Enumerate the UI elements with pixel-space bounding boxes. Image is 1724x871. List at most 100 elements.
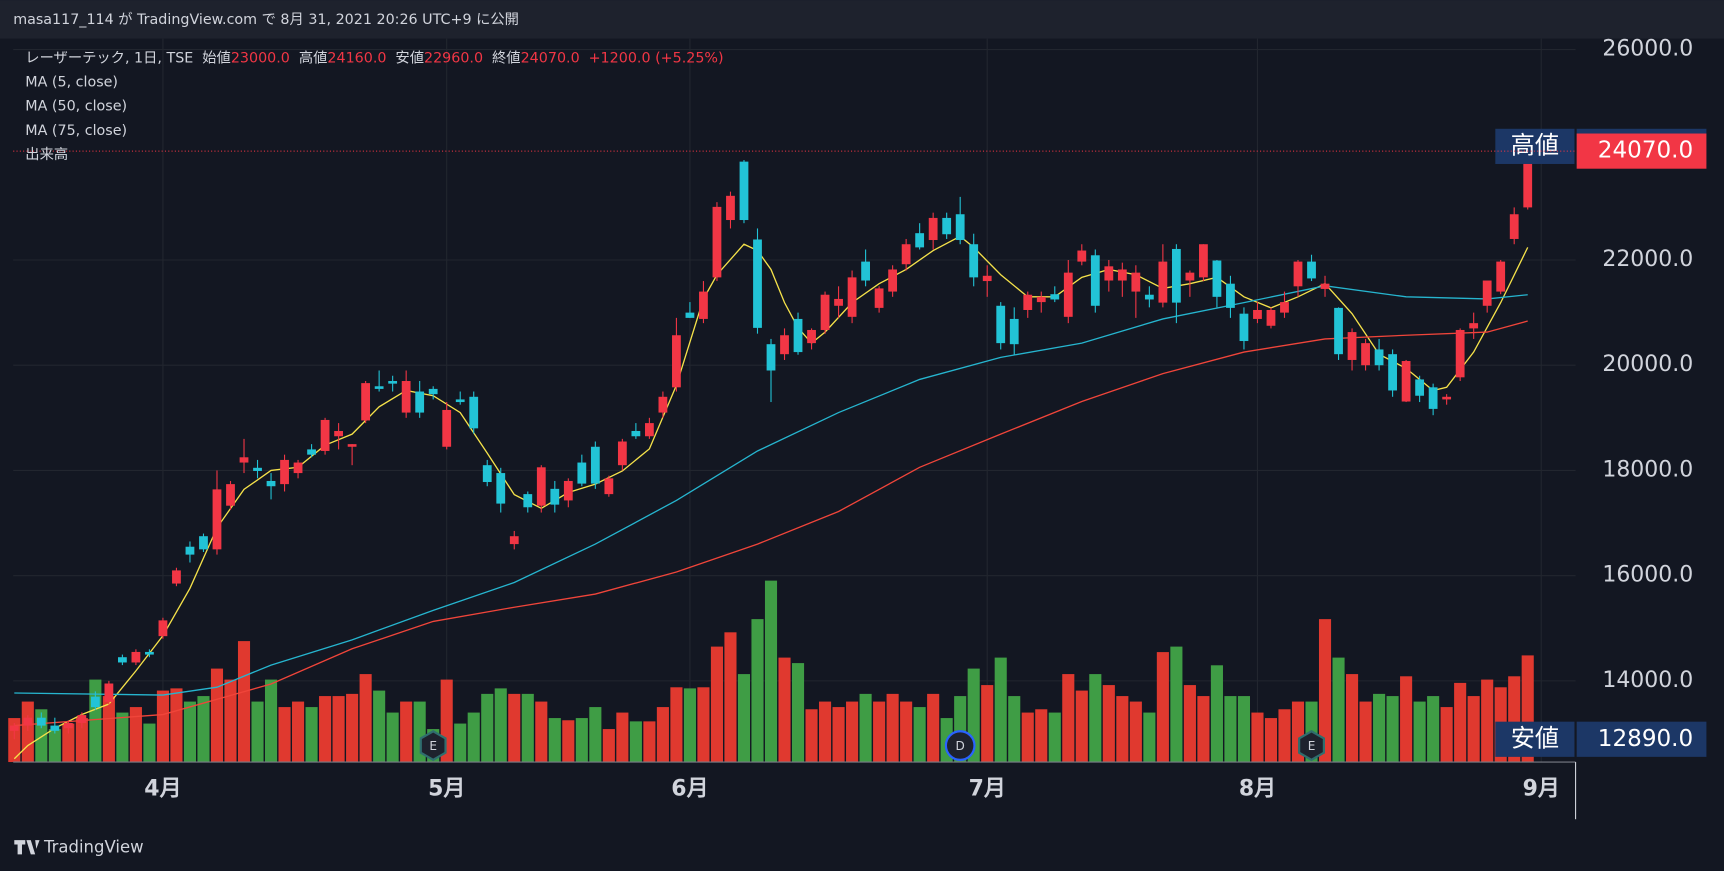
candle-body [1496, 261, 1506, 292]
volume-bar [116, 712, 129, 763]
candle-body [23, 717, 33, 726]
volume-bar [1467, 696, 1480, 763]
event-icon [944, 730, 976, 761]
legend-high-label: 高値 [299, 49, 328, 66]
legend-close: 24070.0 [521, 50, 580, 66]
volume-bar [467, 712, 480, 763]
candle-body [1307, 261, 1316, 279]
ma-line [13, 235, 1529, 760]
volume-bar [251, 701, 264, 763]
candle-body [145, 651, 154, 655]
candle-body [726, 195, 735, 221]
candle-body [1509, 214, 1519, 239]
indicator-label[interactable]: MA (50, close) [25, 99, 127, 115]
axes: 26000.0 22000.0 20000.0 18000.0 16000.0 14000… [13, 37, 1707, 802]
candle-body [1280, 302, 1289, 313]
candle-body [374, 386, 384, 389]
volume-bar [873, 701, 886, 763]
candle-body [428, 388, 438, 395]
candle-body [334, 430, 343, 437]
candle-body [280, 459, 289, 485]
volume-bar [805, 709, 818, 763]
y-tick-label: 18000.0 [1602, 457, 1693, 482]
price-marker-box [1576, 133, 1707, 169]
volume-bar [791, 663, 805, 763]
volume-bar [1373, 693, 1386, 763]
volume-bar [1332, 657, 1345, 763]
candle-body [455, 399, 465, 403]
candle-body [766, 344, 776, 371]
candle-body [1469, 323, 1479, 329]
volume-bar [264, 679, 278, 763]
ma-lines [13, 235, 1529, 760]
volume-bar [616, 712, 629, 763]
legend-high: 24160.0 [327, 50, 386, 66]
candle-body [1482, 280, 1492, 306]
volume-bar [819, 701, 832, 763]
legend-low: 22960.0 [424, 50, 483, 66]
candle-body [982, 275, 992, 282]
candle-body [1131, 272, 1141, 292]
x-tick-label: 6月 [671, 777, 708, 802]
volume-bar [75, 718, 88, 763]
indicator-label[interactable]: MA (75, close) [25, 123, 127, 139]
candle-body [523, 494, 533, 508]
volume-bar [359, 674, 372, 763]
candle-body [1199, 244, 1208, 278]
candle-body [1320, 283, 1330, 289]
volume-bar [778, 657, 791, 763]
candle-body [496, 473, 506, 504]
volume-bar [1075, 690, 1088, 763]
candle-body [307, 449, 316, 455]
volume-bar [1062, 674, 1075, 763]
candle-body [617, 441, 627, 466]
volume-bar [1170, 646, 1183, 763]
indicator-label[interactable]: MA (5, close) [25, 75, 118, 91]
candle-body [90, 696, 100, 708]
volume-bar [197, 696, 210, 763]
marker-label-box [1495, 128, 1575, 164]
volume-bar [1035, 709, 1048, 763]
candle-body [1401, 361, 1411, 402]
candle-body [753, 239, 762, 328]
volume-bar [1346, 674, 1359, 763]
footer-logo[interactable]: TradingView [14, 837, 144, 856]
volume-bar [278, 707, 291, 763]
event-label: D [956, 739, 965, 753]
candle-body [563, 480, 573, 501]
candle-body [942, 217, 952, 235]
candle-body [699, 291, 708, 319]
event-label: E [429, 739, 437, 753]
candle-body [320, 419, 330, 451]
candle-body [1415, 379, 1425, 396]
volume-bar [562, 720, 575, 763]
volume-bar [481, 693, 494, 763]
volume-bar [156, 690, 169, 763]
volume-bar [1318, 619, 1332, 763]
volume-bar [1021, 712, 1034, 763]
volume-bar [697, 687, 710, 763]
ma-line [14, 320, 1528, 727]
legend-close-label: 終値 [492, 49, 521, 66]
volume-bar [1359, 701, 1372, 763]
volume-bar [535, 701, 548, 763]
candle-body [77, 715, 87, 723]
legend-low-label: 安値 [395, 49, 424, 66]
logo-icon [14, 840, 40, 855]
candle-body [1334, 307, 1343, 355]
y-tick-label: 26000.0 [1602, 37, 1693, 62]
indicator-label[interactable]: 出来高 [25, 146, 68, 163]
volume-bar [400, 701, 413, 763]
volume-bar [1224, 696, 1237, 763]
volume-bar [494, 688, 507, 763]
volume-bar [521, 693, 534, 763]
volume-bar [900, 701, 913, 763]
y-tick-label: 14000.0 [1602, 668, 1693, 693]
volume-bar [1427, 696, 1440, 763]
volume-bar [1008, 696, 1021, 763]
candle-body [888, 269, 898, 292]
y-tick-label: 22000.0 [1602, 247, 1693, 272]
candle-body [239, 457, 249, 463]
